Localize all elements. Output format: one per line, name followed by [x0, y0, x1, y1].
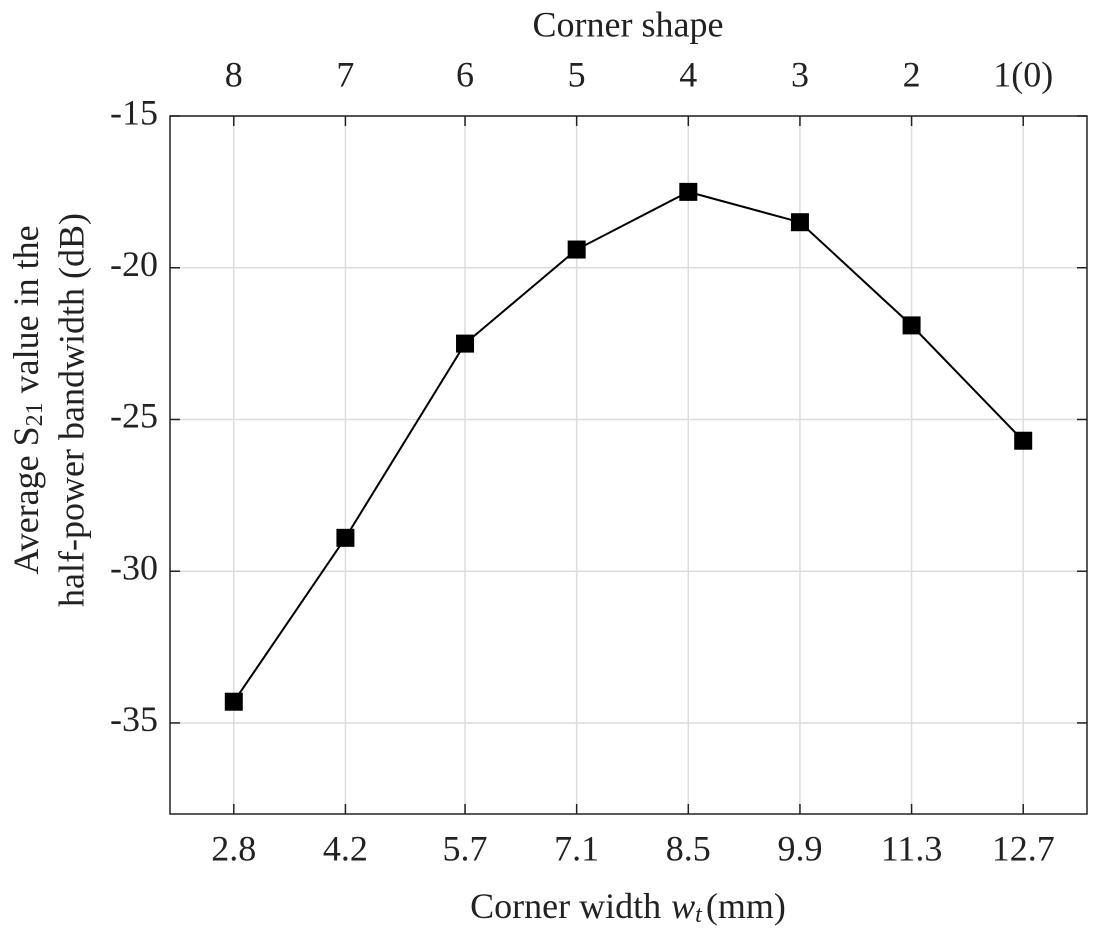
data-point — [1014, 431, 1033, 450]
top-tick-label: 2 — [903, 54, 921, 94]
x-tick-label: 5.7 — [443, 828, 488, 868]
x-tick-label: 8.5 — [666, 828, 711, 868]
series-line — [232, 190, 1024, 703]
data-point — [456, 334, 475, 353]
y-tick-label: -25 — [110, 396, 158, 436]
data-point — [902, 316, 921, 335]
top-tick-label: 3 — [791, 54, 809, 94]
y-axis-title: half-power bandwidth (dB) — [51, 213, 91, 607]
y-title-part: Average S — [6, 426, 46, 574]
top-tick-label: 1(0) — [993, 54, 1053, 94]
x-title-part: w — [671, 886, 695, 926]
y-axis-title: Average S21 value in the — [6, 225, 47, 574]
top-tick-label: 6 — [456, 54, 474, 94]
y-title-part: 21 — [22, 402, 48, 426]
data-point — [679, 182, 698, 201]
y-tick-label: -30 — [110, 547, 158, 587]
y-tick-label: -15 — [110, 92, 158, 132]
x-tick-label: 11.3 — [881, 828, 943, 868]
top-axis-title: Corner shape — [533, 4, 724, 44]
top-tick-label: 8 — [225, 54, 243, 94]
x-axis-title: Corner width wt (mm) — [470, 886, 786, 927]
y-tick-label: -35 — [110, 699, 158, 739]
x-title-part: (mm) — [706, 886, 786, 926]
y-title-part: value in the — [6, 225, 46, 402]
y-tick-label: -20 — [110, 244, 158, 284]
x-tick-label: 12.7 — [992, 828, 1055, 868]
data-point — [790, 213, 809, 232]
x-title-part: t — [695, 902, 703, 928]
x-tick-label: 2.8 — [211, 828, 256, 868]
top-tick-label: 4 — [679, 54, 697, 94]
x-title-part: Corner width — [470, 886, 661, 926]
x-tick-label: 4.2 — [323, 828, 368, 868]
x-tick-label: 9.9 — [777, 828, 822, 868]
plot-frame — [169, 115, 1088, 815]
data-point — [567, 240, 586, 259]
top-tick-label: 5 — [568, 54, 586, 94]
top-tick-label: 7 — [336, 54, 354, 94]
x-tick-label: 7.1 — [554, 828, 599, 868]
data-point — [336, 528, 355, 547]
data-point — [224, 692, 243, 711]
